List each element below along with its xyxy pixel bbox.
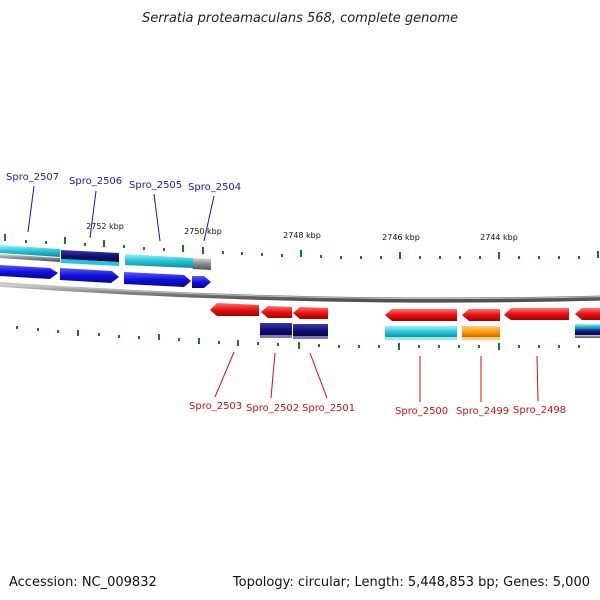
gene-arrow[interactable]	[0, 265, 58, 279]
genome-backbone	[0, 281, 600, 303]
gene-label[interactable]: Spro_2501	[302, 403, 355, 414]
genome-summary-text: Topology: circular; Length: 5,448,853 bp…	[232, 575, 590, 590]
scale-ticks-top	[4, 234, 599, 259]
gene-arrow[interactable]	[575, 308, 600, 320]
scale-label: 2752 kbp	[86, 222, 124, 231]
scale-label: 2750 kbp	[184, 227, 222, 236]
forward-gene-arrows	[0, 265, 211, 288]
gene-label[interactable]: Spro_2507	[6, 172, 59, 183]
gene-arrow[interactable]	[192, 276, 211, 288]
scale-ticks-bottom	[16, 326, 580, 350]
gene-arrow[interactable]	[124, 272, 191, 287]
gene-arrow[interactable]	[504, 308, 569, 320]
gene-arrow[interactable]	[60, 268, 119, 283]
gene-arrow[interactable]	[293, 307, 328, 319]
scale-label: 2748 kbp	[283, 231, 321, 240]
gene-label[interactable]: Spro_2504	[188, 182, 241, 193]
reverse-gene-arrows	[210, 303, 600, 321]
gene-label[interactable]: Spro_2506	[69, 176, 122, 187]
scale-label: 2746 kbp	[382, 233, 420, 242]
scale-label: 2744 kbp	[480, 233, 518, 242]
genome-title: Serratia proteamaculans 568, complete ge…	[142, 11, 458, 26]
gene-arrow[interactable]	[210, 303, 259, 316]
gene-label[interactable]: Spro_2498	[513, 405, 566, 416]
feature-track-upper	[0, 245, 211, 270]
gene-labels-top: Spro_2507 Spro_2506 Spro_2505 Spro_2504	[6, 172, 241, 242]
gene-label[interactable]: Spro_2503	[189, 401, 242, 412]
accession-text: Accession: NC_009832	[9, 575, 157, 590]
gene-label[interactable]: Spro_2502	[246, 403, 299, 414]
gene-label[interactable]: Spro_2505	[129, 180, 182, 191]
gene-arrow[interactable]	[462, 309, 500, 321]
gene-label[interactable]: Spro_2499	[456, 406, 509, 417]
gene-labels-bottom: Spro_2503 Spro_2502 Spro_2501 Spro_2500 …	[189, 351, 566, 417]
gene-arrow[interactable]	[385, 309, 457, 321]
feature-track-lower	[260, 323, 600, 340]
gene-arrow[interactable]	[261, 306, 292, 318]
gene-label[interactable]: Spro_2500	[395, 406, 448, 417]
